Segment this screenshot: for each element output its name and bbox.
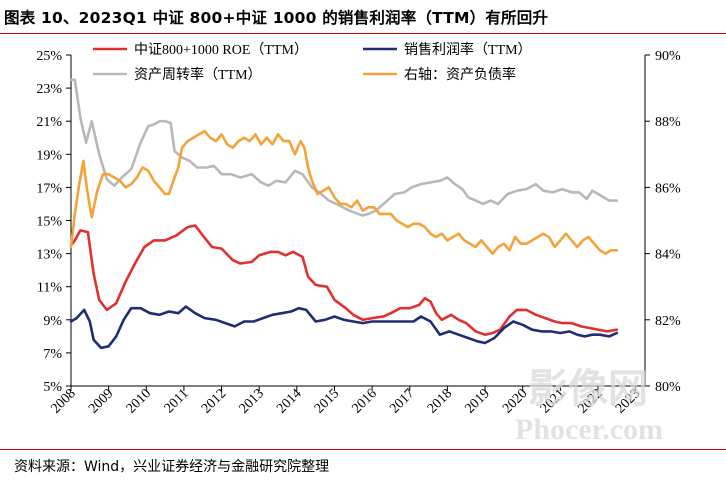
legend-label-3: 资产周转率（TTM） xyxy=(134,66,262,83)
y-right-tick-label: 80% xyxy=(655,380,681,395)
y-right-tick-label: 88% xyxy=(655,115,681,130)
y-right-tick-label: 86% xyxy=(655,181,681,196)
series-line-4 xyxy=(69,129,619,255)
x-tick-label: 2010 xyxy=(124,386,154,416)
title-bar: 图表 10、2023Q1 中证 800+中证 1000 的销售利润率（TTM）有… xyxy=(0,0,726,34)
legend: 中证800+1000 ROE（TTM） 销售利润率（TTM） 资产周转率（TTM） 右… xyxy=(93,41,532,83)
x-tick-label: 2017 xyxy=(387,386,417,416)
y-right-tick-label: 82% xyxy=(655,314,681,329)
watermark-url: Phocer.com xyxy=(515,413,663,446)
y-left-tick-label: 19% xyxy=(36,148,62,163)
y-left-tick-label: 11% xyxy=(37,281,62,296)
series-line-2 xyxy=(69,305,619,350)
chart-area: 5% 7% 9% 11% 13% 15% 17% 19% 21% 23% 25% 80% 82% 84% 8… xyxy=(0,34,726,448)
x-tick-label: 2012 xyxy=(199,386,229,416)
y-right-tick-label: 90% xyxy=(655,49,681,64)
y-left-tick-label: 15% xyxy=(36,215,62,230)
series-lines xyxy=(69,78,619,350)
y-left-tick-label: 21% xyxy=(36,115,62,130)
legend-label-2: 销售利润率（TTM） xyxy=(404,41,532,58)
x-tick-label: 2019 xyxy=(462,386,492,416)
x-tick-label: 2015 xyxy=(312,386,342,416)
x-tick-label: 2011 xyxy=(162,386,192,416)
y-left-tick-label: 23% xyxy=(36,82,62,97)
x-tick-label: 2013 xyxy=(237,386,267,416)
y-left-tick-label: 9% xyxy=(43,314,62,329)
x-tick-label: 2018 xyxy=(425,386,455,416)
y-left-tick-label: 7% xyxy=(43,347,62,362)
legend-label-1: 中证800+1000 ROE（TTM） xyxy=(134,42,308,58)
watermark-text: 影像网 xyxy=(528,366,648,411)
x-tick-label: 2016 xyxy=(350,386,380,416)
line-chart: 5% 7% 9% 11% 13% 15% 17% 19% 21% 23% 25% 80% 82% 84% 8… xyxy=(36,41,681,446)
y-left-tick-label: 25% xyxy=(36,49,62,64)
y-left-tick-label: 17% xyxy=(36,181,62,196)
y-left-tick-label: 5% xyxy=(43,380,62,395)
source-note: 资料来源：Wind，兴业证券经济与金融研究院整理 xyxy=(14,459,330,475)
legend-label-4: 右轴：资产负债率 xyxy=(404,66,516,83)
bottom-rule xyxy=(0,449,726,450)
series-line-1 xyxy=(69,224,619,337)
chart-title: 图表 10、2023Q1 中证 800+中证 1000 的销售利润率（TTM）有… xyxy=(4,9,549,27)
series-line-3 xyxy=(69,78,619,217)
y-left-tick-label: 13% xyxy=(36,248,62,263)
x-tick-label: 2014 xyxy=(274,386,304,416)
x-tick-label: 2009 xyxy=(86,386,116,416)
y-right-tick-label: 84% xyxy=(655,248,681,263)
axes: 5% 7% 9% 11% 13% 15% 17% 19% 21% 23% 25% 80% 82% 84% 8… xyxy=(36,49,681,417)
